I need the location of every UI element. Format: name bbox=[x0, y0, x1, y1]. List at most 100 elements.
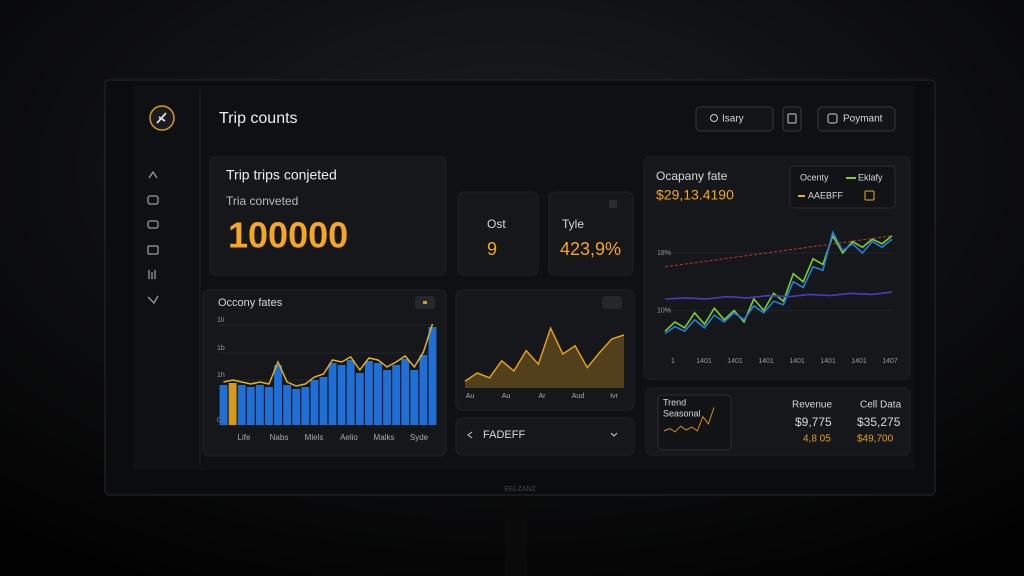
bar bbox=[237, 385, 246, 425]
x-tick-label: Aelio bbox=[340, 433, 358, 442]
legend-label: Ocenty bbox=[800, 172, 829, 182]
trend-title: Trend bbox=[663, 397, 686, 407]
x-tick-label: Ar bbox=[539, 393, 547, 400]
search-box[interactable] bbox=[695, 106, 774, 132]
monitor-stand bbox=[505, 495, 527, 576]
totals-change: 4,8 05 bbox=[803, 434, 831, 445]
y-tick-label: 10% bbox=[657, 307, 671, 314]
bar bbox=[419, 355, 428, 425]
y-tick-label: 1li bbox=[217, 317, 224, 324]
x-tick-label: Mlels bbox=[305, 433, 324, 442]
bar bbox=[328, 363, 337, 425]
legend bbox=[789, 165, 896, 209]
totals-label: Cell Data bbox=[860, 400, 902, 411]
dropdown-caret bbox=[610, 432, 618, 437]
y-tick-label: 1h bbox=[217, 372, 225, 379]
bar bbox=[301, 387, 310, 425]
icon-button[interactable] bbox=[782, 106, 802, 132]
dropdown-text: FADEFF bbox=[483, 429, 525, 441]
badge-dot bbox=[423, 301, 427, 304]
x-tick-label: Syde bbox=[410, 433, 429, 442]
stat-label: Ost bbox=[487, 217, 506, 231]
summary-label: Tria conveted bbox=[226, 194, 298, 208]
x-tick-label: 1401 bbox=[820, 358, 836, 365]
bar bbox=[219, 385, 228, 425]
line-title: Ocapany fate bbox=[656, 169, 728, 183]
search-text: Isary bbox=[722, 114, 744, 125]
line-series bbox=[664, 291, 893, 300]
bar bbox=[383, 370, 391, 425]
stat-value: 423,9% bbox=[560, 239, 621, 259]
y-tick-label: 0 bbox=[217, 417, 221, 424]
nav-reports[interactable] bbox=[147, 245, 159, 255]
bar-trend-line bbox=[223, 323, 434, 387]
x-tick-label: 1401 bbox=[851, 358, 867, 365]
x-tick-label: Au bbox=[502, 393, 511, 400]
nav-messages[interactable] bbox=[147, 220, 159, 229]
search-icon bbox=[710, 114, 718, 122]
payment-button[interactable] bbox=[817, 106, 896, 132]
line-series bbox=[664, 235, 893, 268]
dropdown[interactable] bbox=[455, 417, 635, 456]
bar bbox=[374, 363, 382, 425]
x-tick-label: 1407 bbox=[882, 358, 898, 365]
x-tick-label: 1401 bbox=[789, 358, 805, 365]
area-badge[interactable] bbox=[602, 296, 622, 309]
bar bbox=[410, 370, 419, 425]
totals-change: $49,700 bbox=[857, 434, 894, 445]
bar-title: Occony fates bbox=[218, 297, 283, 309]
logo-glyph bbox=[156, 112, 167, 124]
nav-stats[interactable] bbox=[148, 270, 156, 279]
stat-card bbox=[548, 191, 634, 276]
y-tick-label: 1b bbox=[217, 345, 225, 352]
x-tick-label: 1401 bbox=[758, 358, 774, 365]
bar bbox=[401, 359, 410, 425]
sparkline bbox=[663, 407, 715, 433]
bar bbox=[355, 373, 364, 425]
bar bbox=[364, 361, 373, 425]
summary-title: Trip trips conjeted bbox=[226, 167, 337, 183]
bar bbox=[337, 365, 346, 425]
bar bbox=[346, 360, 355, 425]
page-title: Trip counts bbox=[219, 110, 298, 127]
nav bbox=[147, 170, 159, 305]
bar bbox=[428, 327, 437, 425]
stat-card bbox=[457, 191, 539, 276]
legend-badge bbox=[864, 190, 875, 201]
nav-home[interactable] bbox=[148, 170, 158, 179]
stat-badge bbox=[609, 200, 617, 208]
bar bbox=[319, 377, 328, 425]
bar bbox=[246, 387, 255, 425]
summary-value: 100000 bbox=[228, 215, 348, 256]
x-tick-label: 1401 bbox=[696, 358, 712, 365]
line-series bbox=[664, 230, 893, 335]
bar bbox=[255, 385, 264, 425]
totals-value: $9,775 bbox=[795, 415, 832, 429]
bar bbox=[310, 380, 319, 425]
bar bbox=[274, 365, 282, 425]
payment-text: Poymant bbox=[843, 114, 883, 125]
area bbox=[465, 328, 624, 388]
legend-label: Eklafy bbox=[858, 172, 883, 182]
area-card bbox=[455, 289, 635, 411]
summary-card bbox=[209, 156, 447, 276]
area-line bbox=[464, 326, 625, 382]
bar bbox=[265, 387, 273, 425]
bar bbox=[392, 365, 401, 425]
trend-card bbox=[657, 394, 732, 451]
x-tick-label: Ivr bbox=[610, 393, 618, 400]
x-tick-label: Aud bbox=[572, 393, 585, 400]
nav-settings[interactable] bbox=[147, 295, 159, 305]
legend-label: AAEBFF bbox=[808, 190, 844, 200]
totals-value: $35,275 bbox=[857, 415, 901, 429]
payment-icon bbox=[827, 113, 838, 124]
x-tick-label: Malks bbox=[374, 433, 395, 442]
bar bbox=[292, 389, 301, 425]
y-tick-label: 18% bbox=[657, 250, 671, 257]
monitor-brand: EELZANZ bbox=[504, 486, 536, 493]
nav-trips[interactable] bbox=[147, 195, 159, 205]
dropdown-back[interactable] bbox=[467, 431, 473, 439]
icon-glyph bbox=[787, 113, 797, 124]
